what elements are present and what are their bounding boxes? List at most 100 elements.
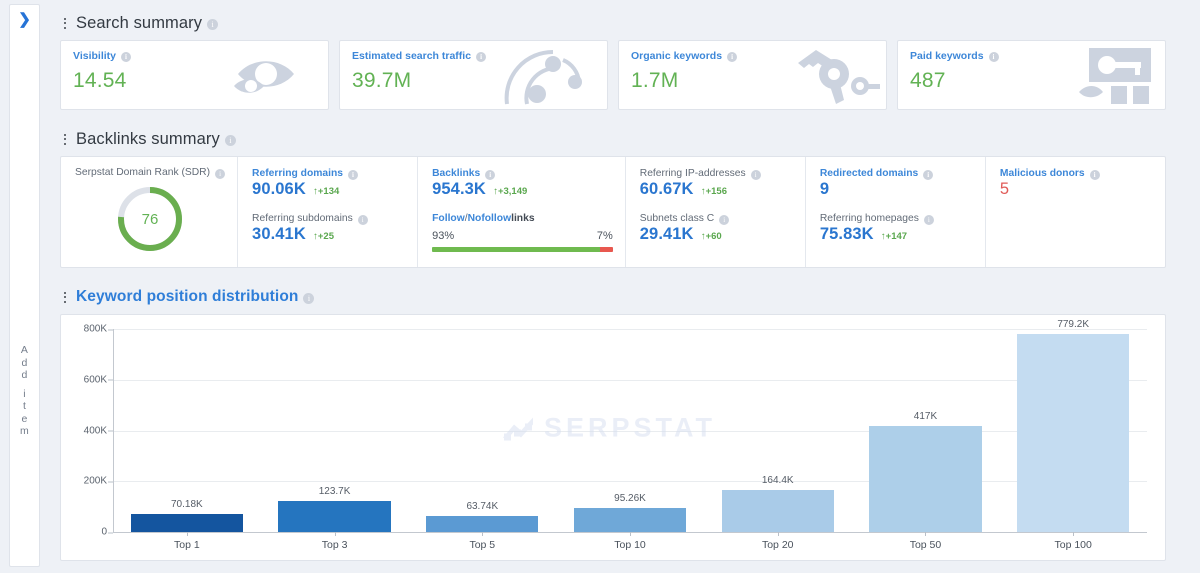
- gridline: [113, 329, 1147, 330]
- metric-malicious-donors: Malicious donors 5: [1000, 168, 1153, 199]
- chart-bar[interactable]: 123.7K: [278, 486, 391, 532]
- info-icon[interactable]: [750, 169, 761, 180]
- search-summary-title: Search summary: [76, 13, 203, 32]
- metric-delta: ↑+3,149: [492, 186, 528, 197]
- metric-value-row: 75.83K ↑+147: [820, 225, 973, 244]
- metric-value-row: 9: [820, 180, 973, 199]
- add-item-button[interactable]: A d d i t e m: [10, 344, 39, 438]
- drag-dots-icon[interactable]: [60, 15, 70, 31]
- kpi-label: Visibility: [73, 50, 316, 62]
- left-rail-panel: ❯ A d d i t e m: [9, 4, 40, 567]
- info-icon[interactable]: [727, 52, 738, 62]
- add-item-char: A: [20, 344, 29, 356]
- metric-backlinks: Backlinks 954.3K ↑+3,149: [432, 168, 613, 199]
- sdr-column: Serpstat Domain Rank (SDR) 76: [61, 157, 239, 267]
- x-axis-tick-label: Top 3: [261, 532, 409, 554]
- add-item-char: d: [21, 369, 28, 381]
- info-icon[interactable]: [476, 52, 487, 62]
- bar-cell[interactable]: 123.7K: [261, 329, 409, 532]
- bar-value-label: 95.26K: [614, 492, 646, 504]
- metric-value: 9: [819, 180, 830, 198]
- info-icon[interactable]: [1089, 169, 1100, 180]
- x-axis-tick-label: Top 20: [704, 532, 852, 554]
- backlinks-summary-header: Backlinks summary: [60, 124, 1166, 154]
- metric-value-row: 60.67K ↑+156: [640, 180, 793, 199]
- add-item-char: m: [20, 425, 29, 437]
- malicious-donors-column: Malicious donors 5: [986, 157, 1165, 267]
- info-icon[interactable]: [224, 134, 236, 146]
- label-tail: links: [511, 213, 535, 224]
- kpi-card-organic-keywords[interactable]: Organic keywords 1.7M: [618, 40, 887, 110]
- kpi-value: 14.54: [73, 69, 127, 92]
- bar-value-label: 63.74K: [466, 500, 499, 512]
- metric-value-row: 954.3K ↑+3,149: [432, 180, 613, 199]
- referring-domains-column: Referring domains 90.06K ↑+134 Referring…: [238, 157, 419, 267]
- bar-cell[interactable]: 164.4K: [704, 329, 852, 532]
- kpi-value: 39.7M: [352, 69, 412, 92]
- bar-value-label: 417K: [913, 411, 938, 423]
- redirected-domains-column: Redirected domains 9 Referring homepages…: [806, 157, 986, 267]
- info-icon[interactable]: [348, 169, 359, 180]
- info-icon[interactable]: [215, 168, 226, 179]
- info-icon[interactable]: [719, 214, 730, 225]
- nofollow-link[interactable]: Nofollow: [467, 213, 512, 224]
- info-icon[interactable]: [303, 292, 315, 304]
- y-axis-tick: 600K: [83, 374, 114, 386]
- metric-referring-subdomains: Referring subdomains 30.41K ↑+25: [252, 213, 405, 244]
- bar-chart: 0 200K 400K 600K 800K SERPSTAT 70.18K 123.7: [71, 319, 1147, 554]
- info-icon[interactable]: [923, 214, 934, 225]
- chart-bar[interactable]: 70.18K: [130, 499, 243, 532]
- chart-bars: 70.18K 123.7K 63.74K 95.26K 164.4K 417K 779.2K: [113, 319, 1147, 532]
- add-item-char: e: [21, 412, 28, 425]
- keyword-distribution-title[interactable]: Keyword position distribution: [76, 288, 299, 305]
- add-item-char: t: [22, 400, 27, 412]
- chevron-right-icon[interactable]: ❯: [18, 11, 31, 28]
- metric-label: Subnets class C: [639, 213, 793, 225]
- search-summary-header: Search summary: [60, 8, 1166, 38]
- metric-value-row: 29.41K ↑+60: [640, 225, 793, 244]
- metric-referring-ip-addresses: Referring IP-addresses 60.67K ↑+156: [640, 168, 793, 199]
- bar-cell[interactable]: 95.26K: [556, 329, 704, 532]
- info-icon[interactable]: [357, 214, 368, 225]
- kpi-label: Paid keywords: [910, 50, 1153, 62]
- bar-cell[interactable]: 779.2K: [999, 319, 1147, 532]
- kpi-card-estimated-search-traffic[interactable]: Estimated search traffic 39.7M: [339, 40, 608, 110]
- info-icon[interactable]: [121, 52, 131, 62]
- bar-cell[interactable]: 63.74K: [408, 329, 556, 532]
- keyword-distribution-chart-card: 0 200K 400K 600K 800K SERPSTAT 70.18K 123.7: [60, 314, 1166, 561]
- search-summary-cards: Visibility 14.54 Estimated search traffi…: [60, 40, 1166, 110]
- chart-bar[interactable]: 63.74K: [426, 501, 539, 532]
- info-icon[interactable]: [988, 52, 999, 62]
- metric-referring-domains: Referring domains 90.06K ↑+134: [252, 168, 405, 199]
- backlinks-summary-title: Backlinks summary: [76, 129, 220, 148]
- chart-bar[interactable]: 164.4K: [721, 475, 834, 532]
- metric-delta: ↑+156: [700, 186, 727, 197]
- info-icon[interactable]: [207, 18, 219, 30]
- metric-value: 5: [999, 180, 1010, 198]
- nofollow-percent: 7%: [596, 230, 613, 242]
- metric-label: Redirected domains: [820, 168, 973, 180]
- kpi-card-paid-keywords[interactable]: Paid keywords 487: [897, 40, 1166, 110]
- sdr-label-text: Serpstat Domain Rank (SDR): [75, 167, 211, 178]
- bar-cell[interactable]: 70.18K: [113, 329, 261, 532]
- backlinks-summary-panel: Serpstat Domain Rank (SDR) 76 Referring …: [60, 156, 1166, 268]
- sdr-value: 76: [141, 210, 159, 228]
- bar-cell[interactable]: 417K: [852, 329, 1000, 532]
- info-icon[interactable]: [485, 169, 496, 180]
- kpi-card-visibility[interactable]: Visibility 14.54: [60, 40, 329, 110]
- metric-label-text: Subnets class C: [639, 213, 715, 224]
- drag-dots-icon[interactable]: [60, 131, 70, 147]
- chart-bar[interactable]: 779.2K: [1017, 319, 1130, 532]
- x-axis-tick-label: Top 50: [852, 532, 1000, 554]
- metric-subnets-class-c: Subnets class C 29.41K ↑+60: [640, 213, 793, 244]
- chart-bar[interactable]: 417K: [869, 411, 982, 532]
- drag-dots-icon[interactable]: [60, 289, 70, 305]
- metric-label: Referring IP-addresses: [640, 168, 793, 180]
- follow-link[interactable]: Follow: [432, 213, 465, 224]
- nofollow-bar-segment: [600, 247, 613, 252]
- kpi-label-text: Estimated search traffic: [352, 50, 472, 62]
- bar-value-label: 70.18K: [171, 499, 203, 511]
- info-icon[interactable]: [923, 169, 934, 180]
- kpi-value: 1.7M: [631, 69, 679, 92]
- chart-bar[interactable]: 95.26K: [573, 493, 687, 532]
